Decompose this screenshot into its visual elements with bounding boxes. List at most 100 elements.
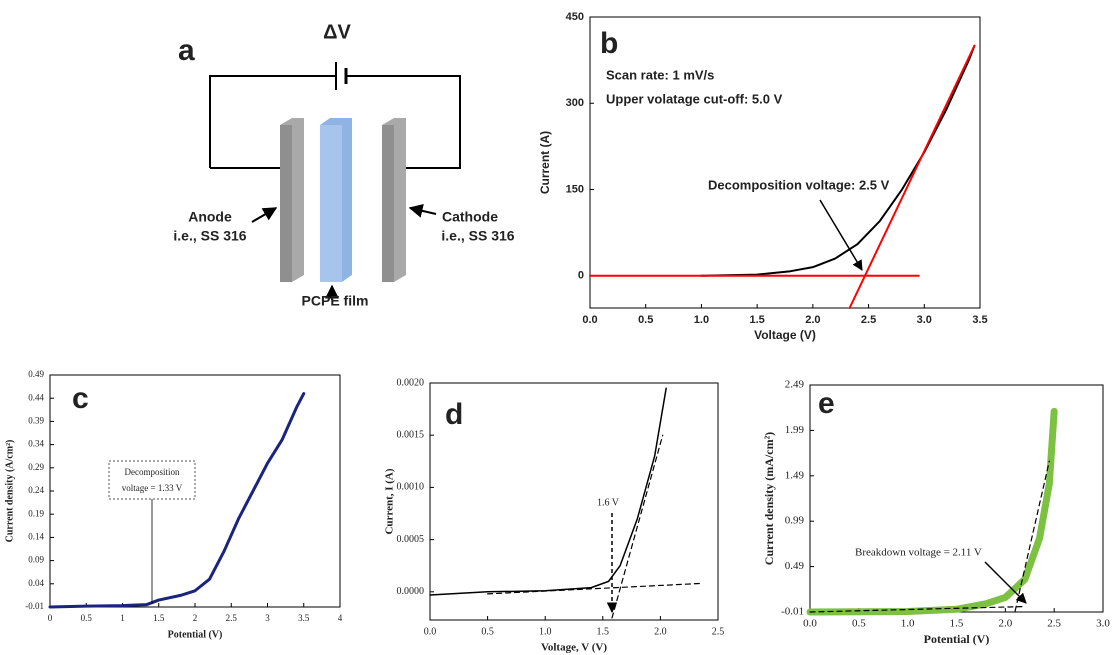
y-axis-label: Current density (A/cm²)	[4, 440, 15, 543]
data-line	[848, 44, 976, 309]
y-tick-label: 0.14	[28, 531, 44, 541]
cathode-label: Cathode	[442, 209, 498, 225]
annotation-arrow	[819, 199, 863, 271]
y-tick-label: 1.99	[785, 424, 805, 436]
x-tick-label: 3.5	[298, 613, 310, 623]
y-tick-label: 1.49	[785, 469, 805, 481]
panel-label: e	[818, 387, 835, 420]
data-line	[809, 605, 1026, 613]
data-line	[1014, 460, 1050, 612]
x-tick-label: 0.5	[481, 626, 494, 637]
x-tick-label: 0.0	[803, 618, 817, 630]
y-tick-label: 0.49	[28, 369, 44, 379]
y-tick-label: 150	[566, 183, 584, 195]
cathode-note: i.e., SS 316	[441, 228, 514, 244]
annotation: Decomposition	[125, 467, 180, 477]
x-axis-label: Potential (V)	[924, 632, 990, 646]
y-tick-label: 450	[566, 11, 584, 23]
anode-label: Anode	[188, 209, 232, 225]
x-tick-label: 2	[193, 613, 198, 623]
chart-b: 0.0 0.5 1.0 1.5 2.0 2.5 3.0 3.5 0 150 300 450 Voltag…	[538, 8, 1000, 348]
y-tick-label: 0.0020	[397, 377, 425, 388]
cathode-plate	[382, 125, 394, 282]
y-axis-label: Current, I (A)	[384, 468, 396, 534]
annotation: Breakdown voltage = 2.11 V	[855, 547, 982, 559]
x-tick-label: 0.0	[424, 626, 437, 637]
data-line	[806, 407, 1058, 616]
x-axis-label: Voltage, V (V)	[541, 642, 607, 654]
y-tick-label: 0.0005	[397, 534, 425, 545]
x-tick-label: 3.0	[917, 314, 932, 326]
y-tick-label: 0	[578, 270, 584, 282]
y-tick-label: 0.0015	[397, 429, 425, 440]
annotation-arrow	[984, 561, 1027, 604]
plot-frame	[589, 16, 981, 309]
annotation: Upper volatage cut-off: 5.0 V	[606, 91, 783, 106]
x-tick-label: 0.0	[582, 314, 597, 326]
x-tick-label: 3.5	[972, 314, 987, 326]
x-tick-label: 1.5	[749, 314, 764, 326]
y-tick-label: 0.09	[28, 555, 44, 565]
chart-e: 0.0 0.5 1.0 1.5 2.0 2.5 3.0 -0.01 0.49 0.99 1.49 1.…	[762, 379, 1111, 646]
x-tick-label: 2.0	[805, 314, 820, 326]
x-tick-label: 1.5	[950, 618, 964, 630]
x-tick-label: 2.0	[998, 618, 1012, 630]
diagram-a: a ΔV Anode i.e., SS 316 Cathode i.e., SS…	[173, 21, 514, 308]
annotation: Scan rate: 1 mV/s	[606, 67, 714, 82]
x-tick-label: 2.5	[861, 314, 876, 326]
y-tick-label: -0.01	[781, 606, 804, 618]
panel-background	[548, 8, 1000, 348]
y-tick-label: 0.04	[28, 578, 44, 588]
annotation: voltage = 1.33 V	[122, 483, 183, 493]
x-axis-label: Potential (V)	[168, 629, 223, 640]
plot-frame	[429, 382, 719, 621]
y-tick-label: 0.34	[28, 439, 44, 449]
chart-c: 0 0.5 1 1.5 2 2.5 3 3.5 4 -0.01 0.04 0.09 0.14 0.19 0.…	[4, 369, 342, 640]
data-line	[487, 582, 702, 595]
y-tick-label: 0.49	[785, 560, 805, 572]
x-tick-label: 1.5	[153, 613, 165, 623]
y-tick-label: 0.44	[28, 392, 44, 402]
x-tick-label: 2.5	[712, 626, 725, 637]
x-tick-label: 1.5	[597, 626, 610, 637]
plot-frame	[809, 384, 1104, 613]
annotation: 1.6 V	[597, 497, 620, 508]
y-tick-label: 0.39	[28, 415, 44, 425]
x-tick-label: 2.5	[226, 613, 238, 623]
x-tick-label: 0.5	[81, 613, 93, 623]
y-tick-label: 300	[566, 97, 584, 109]
y-tick-label: 0.99	[785, 515, 805, 527]
x-tick-label: 2.0	[654, 626, 667, 637]
arrow	[251, 207, 278, 223]
x-tick-label: 0.5	[638, 314, 653, 326]
panel-label: b	[600, 27, 618, 60]
film-label: PCPE film	[302, 293, 369, 309]
wire	[209, 75, 461, 169]
x-tick-label: 1	[120, 613, 125, 623]
x-tick-label: 1.0	[539, 626, 552, 637]
panel-label: d	[445, 398, 463, 431]
y-tick-label: 0.0010	[397, 482, 425, 493]
arrow	[408, 204, 437, 218]
data-line	[48, 392, 306, 609]
x-axis-label: Voltage (V)	[754, 328, 816, 342]
x-tick-label: 0	[48, 613, 53, 623]
annotation: Decomposition voltage: 2.5 V	[708, 177, 890, 192]
panel-label: c	[72, 382, 89, 415]
y-tick-label: 0.29	[28, 462, 44, 472]
x-tick-label: 3.0	[1096, 618, 1110, 630]
x-tick-label: 4	[338, 613, 343, 623]
y-tick-label: 0.19	[28, 508, 44, 518]
anode-plate	[280, 125, 292, 282]
x-tick-label: 1.0	[694, 314, 709, 326]
annotation-box	[108, 460, 196, 500]
data-line	[700, 44, 976, 277]
y-tick-label: 0.24	[28, 485, 44, 495]
x-tick-label: 1.0	[901, 618, 915, 630]
y-tick-label: 0.0000	[397, 586, 425, 597]
anode-note: i.e., SS 316	[173, 228, 246, 244]
x-tick-label: 3	[265, 613, 270, 623]
y-axis-label: Current density (mA/cm²)	[762, 432, 776, 565]
panel-label: a	[178, 34, 195, 67]
